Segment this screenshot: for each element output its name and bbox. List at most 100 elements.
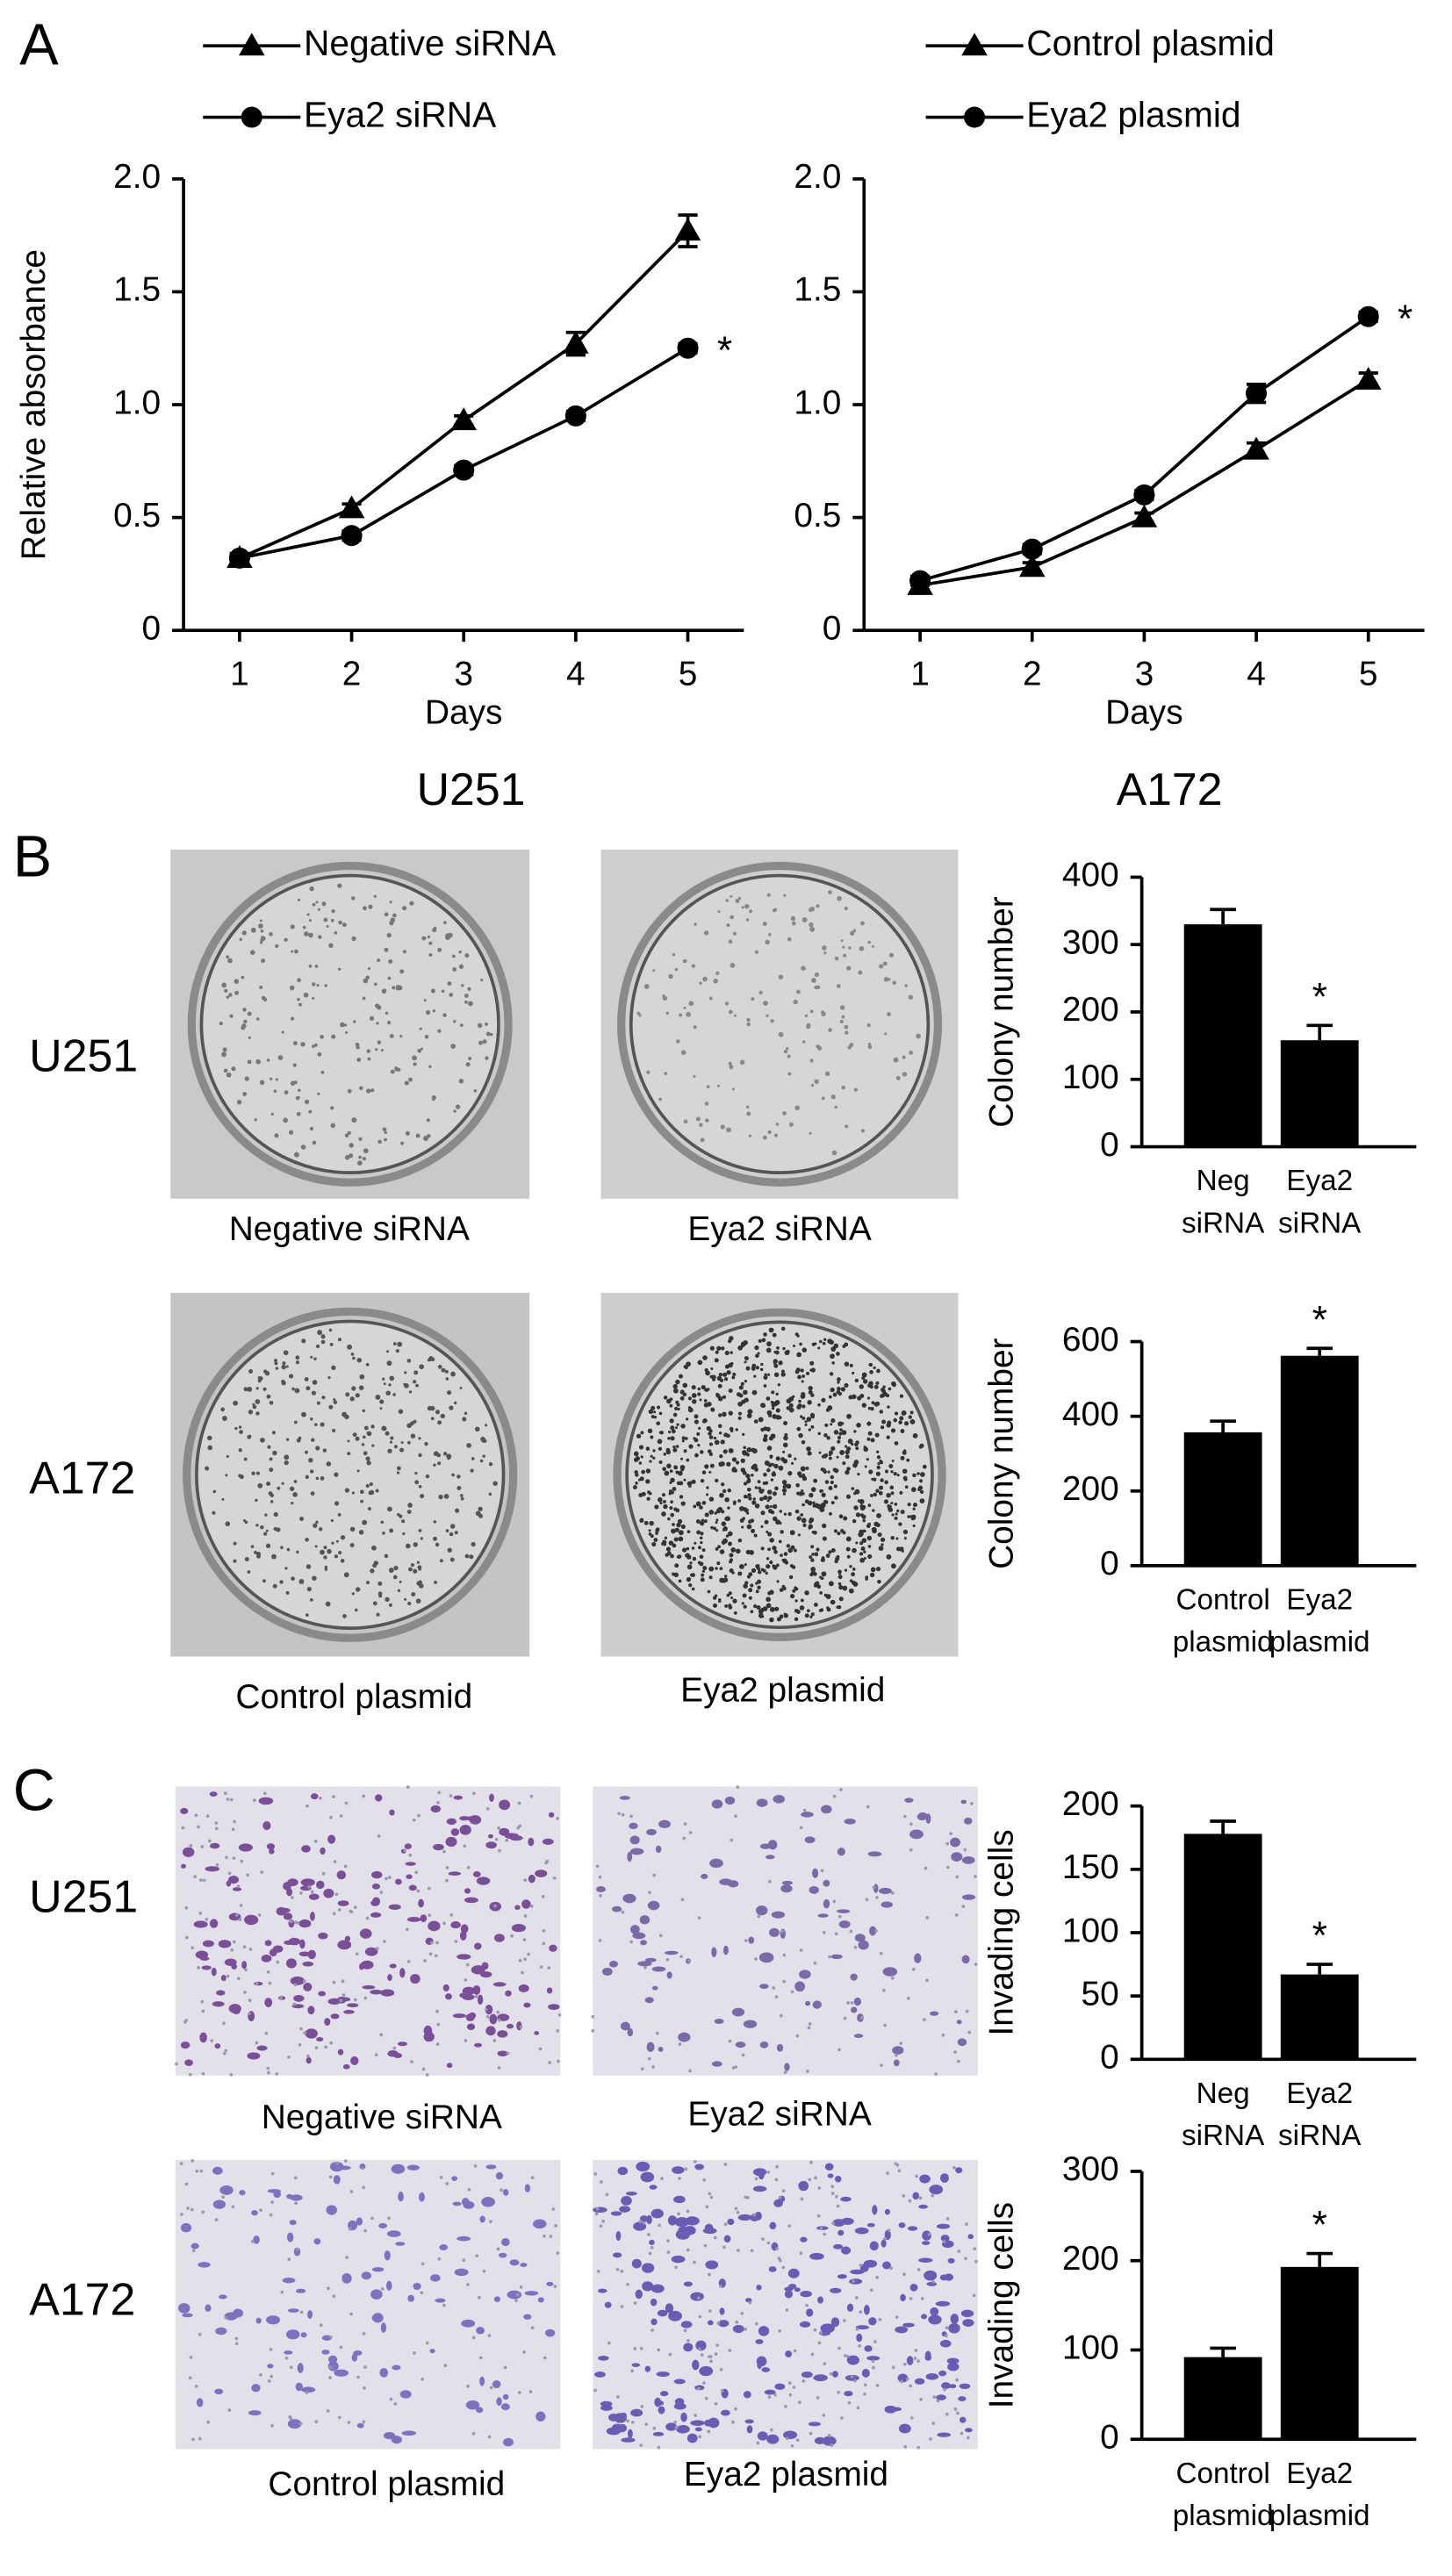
pore	[365, 1916, 370, 1920]
colony	[299, 1516, 305, 1522]
cell	[199, 2032, 207, 2043]
colony	[894, 1516, 898, 1520]
pore	[599, 2224, 603, 2228]
cell	[598, 2355, 609, 2361]
colony	[686, 1564, 693, 1570]
cell	[253, 2235, 260, 2244]
cell	[959, 2416, 967, 2423]
colony	[360, 1499, 363, 1503]
pore	[445, 1878, 449, 1883]
colony	[367, 1507, 371, 1510]
cell	[481, 2197, 496, 2207]
pore	[626, 2419, 630, 2423]
cell	[950, 2314, 959, 2324]
pore	[720, 2389, 724, 2393]
colony	[320, 1339, 326, 1345]
cell	[258, 1797, 274, 1805]
colony	[298, 1436, 302, 1440]
image-caption: Eya2 siRNA	[687, 2095, 871, 2133]
cell	[671, 2255, 686, 2264]
cell	[919, 2174, 931, 2184]
colony	[740, 1381, 744, 1386]
colony	[758, 1489, 764, 1494]
colony	[801, 965, 806, 972]
pore	[236, 1884, 241, 1889]
cell	[262, 1821, 271, 1831]
colony	[267, 1445, 271, 1449]
colony	[298, 1088, 301, 1093]
colony	[813, 1530, 817, 1535]
colony	[839, 1019, 844, 1024]
colony	[275, 944, 279, 949]
colony	[751, 1389, 758, 1396]
colony	[645, 1446, 651, 1451]
colony	[828, 1581, 834, 1587]
colony	[837, 895, 842, 901]
colony	[737, 1416, 742, 1420]
pore	[895, 2163, 900, 2167]
pore	[829, 2371, 833, 2376]
colony	[907, 1503, 911, 1507]
cell	[930, 2307, 939, 2316]
pore	[517, 1801, 521, 1805]
colony	[647, 1428, 653, 1434]
cell	[813, 2374, 828, 2382]
pore	[686, 2209, 690, 2214]
colony	[471, 1541, 476, 1547]
pore	[843, 2354, 847, 2357]
pore	[924, 1866, 928, 1870]
cell	[961, 1955, 970, 1964]
colony	[221, 1497, 225, 1501]
cell	[784, 2290, 794, 2299]
colony	[801, 1347, 808, 1353]
colony	[838, 1597, 844, 1602]
cell	[690, 2292, 704, 2301]
colony	[748, 1496, 752, 1501]
cell	[375, 1794, 383, 1802]
colony	[730, 915, 735, 920]
pore	[326, 2409, 330, 2413]
colony	[379, 1407, 383, 1410]
colony	[849, 1363, 853, 1367]
colony	[855, 1446, 859, 1451]
colony	[449, 1405, 454, 1410]
colony	[786, 1398, 792, 1404]
colony	[700, 1137, 705, 1143]
cell	[707, 2320, 714, 2326]
colony	[742, 1593, 747, 1598]
colony	[867, 1503, 872, 1507]
colony	[668, 1430, 672, 1434]
colony	[455, 1508, 460, 1513]
colony	[852, 929, 857, 933]
pore	[683, 1822, 687, 1826]
cell	[266, 2315, 281, 2325]
pore	[429, 1941, 434, 1945]
pore	[497, 2066, 501, 2070]
pore	[200, 1845, 205, 1848]
cell	[334, 2369, 349, 2377]
colony	[712, 1603, 717, 1608]
colony	[285, 1365, 289, 1368]
colony	[378, 1594, 383, 1598]
colony	[810, 1393, 815, 1397]
colony	[274, 1133, 279, 1138]
colony	[744, 903, 750, 909]
pore	[598, 1939, 602, 1942]
cell	[809, 2252, 824, 2260]
colony	[308, 919, 312, 922]
colony	[763, 1374, 768, 1380]
colony	[746, 1446, 752, 1453]
colony	[735, 1548, 741, 1554]
cell	[866, 2356, 881, 2361]
colony	[296, 1550, 299, 1554]
cell	[947, 2257, 955, 2264]
legend-marker	[241, 106, 262, 128]
pore	[945, 2334, 948, 2338]
colony	[838, 1432, 843, 1436]
cell	[407, 2294, 415, 2302]
colony	[801, 1040, 806, 1044]
pore	[420, 2291, 424, 2295]
colony	[401, 1519, 406, 1524]
colony	[309, 886, 314, 892]
colony	[844, 1024, 849, 1030]
